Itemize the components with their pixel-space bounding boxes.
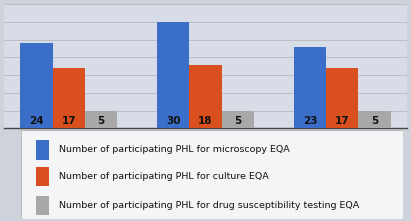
Text: 17: 17 (335, 116, 350, 126)
FancyBboxPatch shape (21, 130, 403, 219)
Text: 24: 24 (29, 116, 44, 126)
Text: 5: 5 (234, 116, 241, 126)
Text: 5: 5 (371, 116, 378, 126)
Bar (157, 22, 189, 128)
FancyBboxPatch shape (36, 167, 49, 186)
Bar (85, 110, 117, 128)
Text: Number of participating PHL for culture EQA: Number of participating PHL for culture … (59, 172, 268, 181)
FancyBboxPatch shape (36, 196, 49, 215)
Bar (326, 68, 358, 128)
FancyBboxPatch shape (36, 140, 49, 160)
Text: Number of participating PHL for drug susceptibility testing EQA: Number of participating PHL for drug sus… (59, 201, 359, 210)
Bar (189, 65, 222, 128)
Bar (20, 43, 53, 128)
Text: 17: 17 (61, 116, 76, 126)
Text: 5: 5 (97, 116, 105, 126)
Bar (294, 47, 326, 128)
Bar (53, 68, 85, 128)
Bar (358, 110, 391, 128)
Bar (222, 110, 254, 128)
Text: Number of participating PHL for microscopy EQA: Number of participating PHL for microsco… (59, 145, 289, 154)
Text: 18: 18 (198, 116, 213, 126)
Text: 23: 23 (302, 116, 317, 126)
Text: 30: 30 (166, 116, 180, 126)
